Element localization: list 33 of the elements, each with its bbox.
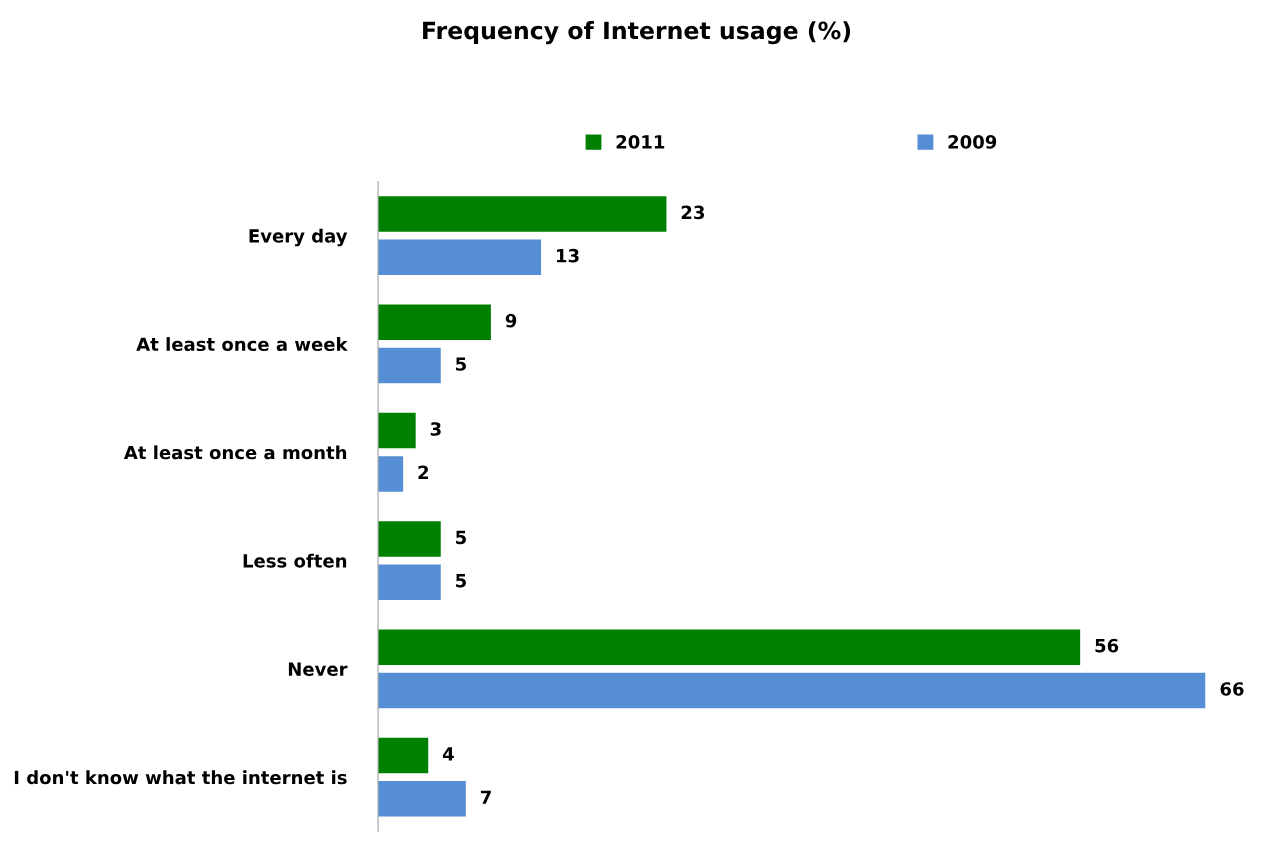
y-tick-label: Less often xyxy=(243,553,347,568)
bar xyxy=(378,781,466,817)
data-label: 5 xyxy=(456,357,466,371)
data-label: 3 xyxy=(430,422,441,436)
bar xyxy=(378,196,667,232)
y-tick-label: Every day xyxy=(249,228,348,247)
legend-label: 2009 xyxy=(948,135,997,149)
bar xyxy=(378,347,441,384)
data-label: 5 xyxy=(456,574,466,588)
bar xyxy=(378,456,404,492)
data-label: 9 xyxy=(505,313,517,328)
data-label: 5 xyxy=(456,530,466,545)
bar xyxy=(378,672,1206,709)
data-label: 23 xyxy=(681,205,705,220)
bar xyxy=(378,629,1081,665)
data-label: 4 xyxy=(442,747,454,761)
bar xyxy=(378,239,542,276)
y-tick-label: At least once a month xyxy=(123,445,347,460)
data-label: 2 xyxy=(418,465,429,479)
data-label: 66 xyxy=(1220,682,1244,696)
bar xyxy=(378,304,491,341)
bar xyxy=(378,564,441,600)
data-label: 7 xyxy=(480,790,491,804)
y-tick-label: I don't know what the internet is xyxy=(14,770,347,785)
y-tick-label: At least once a week xyxy=(136,337,348,352)
legend-label: 2011 xyxy=(616,135,665,149)
bar xyxy=(378,412,416,449)
bar xyxy=(378,737,429,774)
y-tick-label: Never xyxy=(288,662,348,676)
chart-title: Frequency of Internet usage (%) xyxy=(423,21,851,45)
data-label: 13 xyxy=(556,248,579,263)
bar xyxy=(378,521,441,557)
data-label: 56 xyxy=(1095,638,1119,653)
